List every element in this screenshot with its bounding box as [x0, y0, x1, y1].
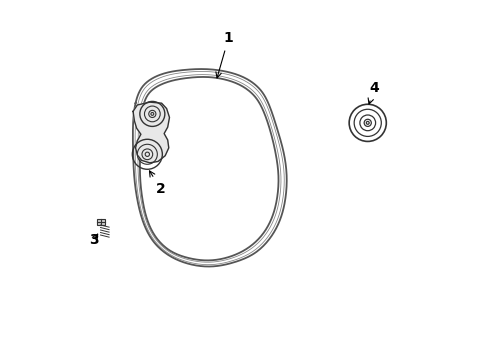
Text: 4: 4 — [367, 81, 378, 104]
Polygon shape — [133, 102, 169, 163]
Text: 2: 2 — [149, 171, 165, 195]
Bar — [97, 219, 105, 225]
Text: 3: 3 — [89, 233, 99, 247]
Text: 1: 1 — [216, 31, 233, 78]
